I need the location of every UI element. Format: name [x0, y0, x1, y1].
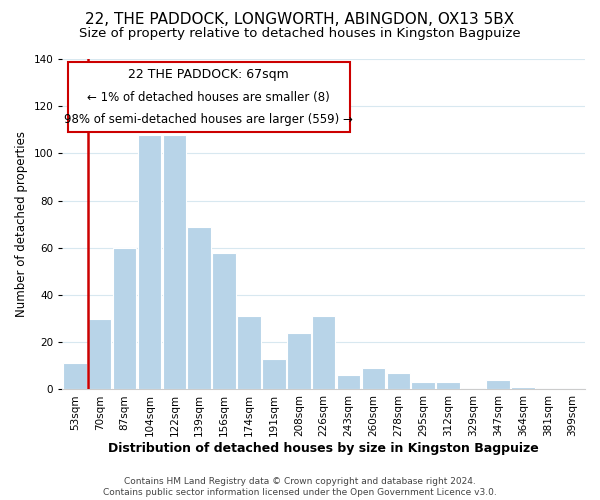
Text: Contains public sector information licensed under the Open Government Licence v3: Contains public sector information licen…: [103, 488, 497, 497]
X-axis label: Distribution of detached houses by size in Kingston Bagpuize: Distribution of detached houses by size …: [108, 442, 539, 455]
Bar: [287, 333, 311, 390]
Bar: [386, 373, 410, 390]
Text: 22 THE PADDOCK: 67sqm: 22 THE PADDOCK: 67sqm: [128, 68, 289, 82]
Text: 22, THE PADDOCK, LONGWORTH, ABINGDON, OX13 5BX: 22, THE PADDOCK, LONGWORTH, ABINGDON, OX…: [85, 12, 515, 28]
Bar: [436, 382, 460, 390]
Bar: [486, 380, 510, 390]
Bar: [412, 382, 435, 390]
Bar: [137, 134, 161, 390]
Bar: [113, 248, 136, 390]
Text: Size of property relative to detached houses in Kingston Bagpuize: Size of property relative to detached ho…: [79, 28, 521, 40]
Bar: [212, 252, 236, 390]
Bar: [163, 134, 186, 390]
Bar: [187, 226, 211, 390]
FancyBboxPatch shape: [68, 62, 350, 132]
Bar: [337, 376, 361, 390]
Text: 98% of semi-detached houses are larger (559) →: 98% of semi-detached houses are larger (…: [64, 112, 353, 126]
Bar: [511, 387, 535, 390]
Bar: [63, 364, 86, 390]
Bar: [262, 359, 286, 390]
Text: ← 1% of detached houses are smaller (8): ← 1% of detached houses are smaller (8): [88, 90, 330, 104]
Bar: [88, 318, 112, 390]
Text: Contains HM Land Registry data © Crown copyright and database right 2024.: Contains HM Land Registry data © Crown c…: [124, 476, 476, 486]
Bar: [312, 316, 335, 390]
Bar: [362, 368, 385, 390]
Y-axis label: Number of detached properties: Number of detached properties: [15, 131, 28, 317]
Bar: [237, 316, 261, 390]
